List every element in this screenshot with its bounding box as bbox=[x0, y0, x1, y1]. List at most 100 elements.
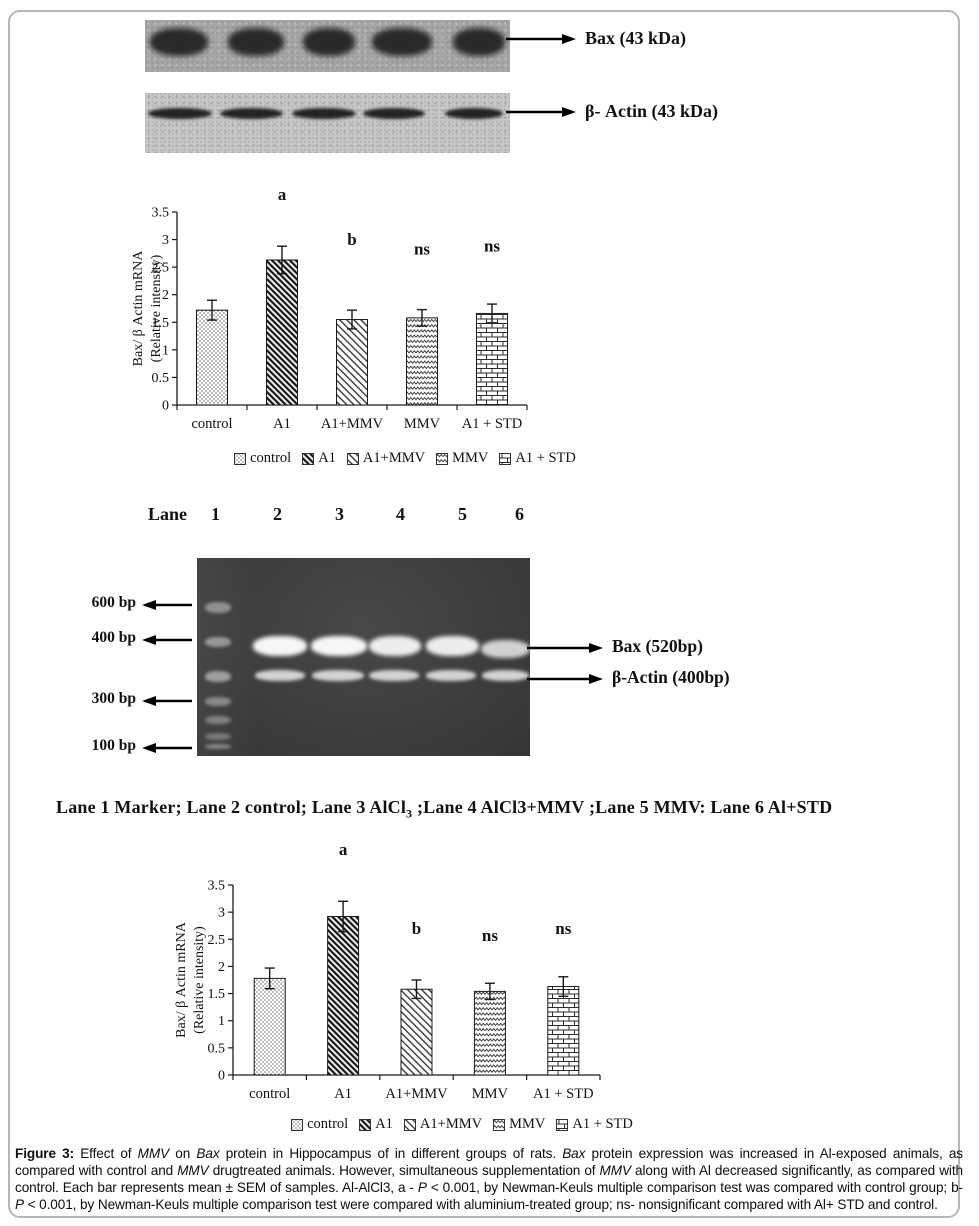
caption-segment: Figure 3: bbox=[15, 1146, 81, 1161]
arrow-left-icon bbox=[142, 635, 192, 645]
gel-band-bax bbox=[426, 636, 479, 656]
gel-marker-band bbox=[205, 697, 231, 706]
y-tick-label: 1.5 bbox=[152, 316, 170, 331]
bar-chart-svg-1: 0 0.5 1 1.5 2 2.5 3 3.5 control a A1 b A1+MMV ns MMV ns… bbox=[131, 185, 528, 432]
caption-segment: MMV bbox=[177, 1162, 209, 1178]
blot-band bbox=[453, 28, 505, 56]
caption-segment: drugtreated animals. However, simultaneo… bbox=[208, 1162, 600, 1178]
caption-segment: < 0.001, by Newman-Keuls multiple compar… bbox=[426, 1179, 963, 1195]
y-tick-label: 3.5 bbox=[152, 206, 170, 221]
gel-marker-band bbox=[205, 744, 231, 749]
annotation-b: b bbox=[412, 919, 421, 938]
x-category-label: control bbox=[191, 416, 232, 432]
bax-blot-label: Bax (43 kDa) bbox=[585, 28, 687, 48]
caption-segment: Effect of bbox=[80, 1146, 138, 1161]
caption-segment: on bbox=[169, 1146, 197, 1161]
legend-swatch-icon bbox=[291, 1118, 304, 1131]
lane-number-3: 3 bbox=[335, 504, 344, 524]
legend-swatch-icon bbox=[436, 452, 449, 465]
caption-segment: protein in Hippocampus of in different g… bbox=[219, 1146, 563, 1161]
x-category-label: A1 bbox=[273, 416, 291, 432]
legend-swatch-icon bbox=[556, 1118, 569, 1131]
gel-band-bax bbox=[481, 640, 530, 658]
bar-chart-hippocampus-1: 0 0.5 1 1.5 2 2.5 3 3.5 control a A1 b A1+MMV ns MMV ns… bbox=[115, 185, 615, 448]
x-category-label: MMV bbox=[404, 416, 441, 432]
blot-band bbox=[372, 28, 432, 56]
bar-control bbox=[196, 309, 228, 406]
legend-item-A1+MMV: A1+MMV bbox=[346, 450, 425, 467]
bar-MMV bbox=[406, 317, 438, 406]
x-category-label: A1 + STD bbox=[462, 416, 523, 432]
western-blot-bactin bbox=[145, 93, 510, 153]
arrow-left-icon bbox=[142, 600, 192, 610]
error-bar-A1+MMV bbox=[411, 979, 422, 1000]
blot-band bbox=[445, 108, 503, 119]
lane-number-1: 1 bbox=[211, 504, 220, 524]
bar-chart-hippocampus-2: 0 0.5 1 1.5 2 2.5 3 3.5 control a A1 b A1+MMV ns MMV ns… bbox=[170, 840, 670, 1120]
gel-bax-band-label: Bax (520bp) bbox=[612, 636, 703, 656]
western-blot-bax bbox=[145, 20, 510, 72]
figure-border-frame bbox=[8, 10, 960, 1218]
blot-band bbox=[363, 108, 425, 119]
caption-segment: < 0.001, by Newman-Keuls multiple compar… bbox=[23, 1196, 938, 1212]
y-axis-label-line2: (Relative intensity) bbox=[192, 926, 207, 1034]
y-tick-label: 1 bbox=[218, 1014, 225, 1029]
y-axis-label-line2: (Relative intensity) bbox=[149, 254, 164, 362]
annotation-a: a bbox=[339, 845, 348, 859]
caption-segment: P bbox=[417, 1179, 427, 1195]
caption-segment: P bbox=[15, 1196, 24, 1212]
y-tick-label: 0.5 bbox=[208, 1041, 226, 1056]
legend-swatch-icon bbox=[493, 1118, 506, 1131]
caption-segment: Lane 1 Marker; Lane 2 control; Lane 3 Al… bbox=[56, 797, 407, 817]
bar-MMV bbox=[473, 990, 506, 1076]
caption-segment: MMV bbox=[599, 1162, 632, 1178]
annotation-b: b bbox=[347, 230, 356, 249]
gel-band-bax bbox=[369, 636, 421, 656]
blot-band bbox=[292, 108, 356, 119]
y-tick-label: 3.5 bbox=[208, 879, 226, 894]
bar-control bbox=[253, 977, 286, 1076]
annotation-ns: ns bbox=[482, 926, 498, 945]
x-category-label: A1 bbox=[334, 1086, 352, 1102]
gel-marker-band bbox=[205, 671, 231, 682]
lane-header-title: Lane bbox=[148, 504, 188, 524]
bp-marker-400: 400 bp bbox=[91, 629, 136, 646]
error-bar-A1 + STD bbox=[558, 976, 569, 997]
y-tick-label: 2 bbox=[162, 288, 169, 303]
annotation-ns: ns bbox=[484, 237, 500, 256]
gel-band-bax bbox=[253, 636, 307, 656]
gel-band-bactin bbox=[369, 670, 419, 681]
legend-item-A1 + STD: A1 + STD bbox=[556, 1116, 633, 1133]
x-category-label: A1+MMV bbox=[321, 416, 384, 432]
gel-marker-band bbox=[205, 602, 231, 613]
bar-A1 bbox=[327, 915, 360, 1076]
legend-label: A1 + STD bbox=[572, 1116, 633, 1132]
gel-band-bax bbox=[311, 636, 367, 656]
gel-band-bactin bbox=[482, 670, 529, 681]
legend-label: A1 + STD bbox=[515, 450, 576, 466]
chart2-legend: control A1 A1+MMV MMV A1 + STD bbox=[212, 1116, 712, 1133]
y-tick-label: 2.5 bbox=[152, 261, 170, 276]
legend-label: MMV bbox=[509, 1116, 546, 1132]
gel-lane-caption: Lane 1 Marker; Lane 2 control; Lane 3 Al… bbox=[56, 797, 832, 820]
x-category-label: A1+MMV bbox=[385, 1086, 448, 1102]
x-category-label: MMV bbox=[472, 1086, 509, 1102]
gel-marker-band bbox=[205, 637, 231, 647]
legend-item-A1+MMV: A1+MMV bbox=[403, 1116, 482, 1133]
error-bar-A1+MMV bbox=[347, 309, 357, 330]
arrow-left-icon bbox=[142, 743, 192, 753]
gel-band-bactin bbox=[255, 670, 305, 681]
y-axis-label-line1: Bax/ β Actin mRNA bbox=[131, 250, 146, 367]
y-tick-label: 0 bbox=[218, 1069, 225, 1084]
lane-number-6: 6 bbox=[515, 504, 524, 524]
y-axis-label-line1: Bax/ β Actin mRNA bbox=[174, 921, 189, 1038]
gel-marker-band bbox=[205, 733, 231, 740]
caption-segment: protein expression was increased in Al-e… bbox=[15, 1146, 964, 1178]
figure-caption: Figure 3: Effect of MMV on Bax protein i… bbox=[15, 1146, 963, 1214]
bar-A1+MMV bbox=[400, 988, 433, 1076]
legend-swatch-icon bbox=[346, 452, 359, 465]
x-category-label: A1 + STD bbox=[533, 1086, 594, 1102]
gel-bactin-band-label: β-Actin (400bp) bbox=[612, 667, 730, 687]
blot-band bbox=[228, 28, 284, 56]
bar-A1 + STD bbox=[476, 312, 508, 406]
